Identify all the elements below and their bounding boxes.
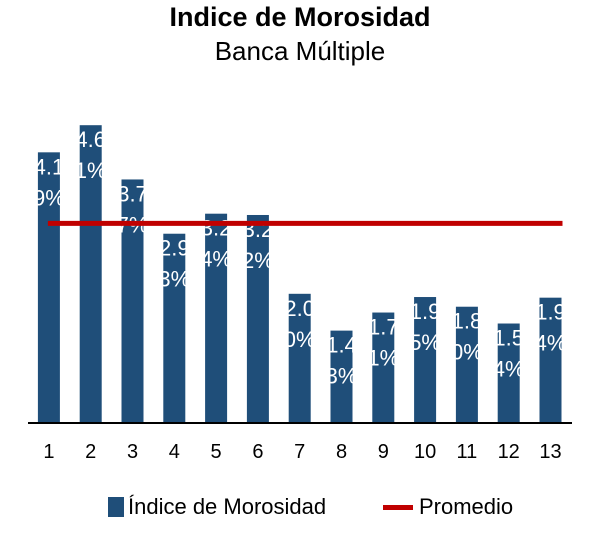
bar (79, 125, 102, 423)
data-label: 4.6 1% (75, 127, 107, 183)
x-tick-label: 1 (43, 441, 54, 463)
bar (372, 312, 395, 423)
x-tick-label: 2 (85, 441, 96, 463)
x-tick-label: 9 (378, 441, 389, 463)
legend-label-line: Promedio (419, 494, 514, 519)
data-label: 2.0 0% (284, 296, 316, 352)
chart-subtitle: Banca Múltiple (214, 36, 386, 66)
legend-item-line: Promedio (383, 492, 513, 522)
data-label: 1.5 4% (493, 326, 525, 382)
x-tick-label: 7 (294, 441, 305, 463)
bar (539, 297, 562, 423)
bar (455, 306, 478, 423)
data-label: 1.9 5% (409, 299, 441, 355)
bar (414, 297, 437, 423)
data-label: 1.7 1% (367, 315, 399, 371)
bar (246, 214, 269, 423)
chart-legend: Índice de Morosidad Promedio (0, 492, 600, 522)
x-tick-label: 12 (498, 441, 520, 463)
x-tick-label: 6 (252, 441, 263, 463)
bar (121, 179, 144, 423)
data-label: 1.8 0% (451, 309, 483, 365)
x-tick-label: 4 (169, 441, 180, 463)
legend-label-bar: Índice de Morosidad (128, 494, 327, 519)
bar (163, 233, 186, 423)
bar (330, 330, 353, 423)
data-label: 3.2 4% (200, 216, 232, 272)
x-tick-label: 10 (414, 441, 436, 463)
bar (288, 293, 311, 423)
bar (37, 152, 60, 424)
x-tick-label: 3 (127, 441, 138, 463)
legend-swatch-line (383, 504, 413, 510)
x-tick-label: 8 (336, 441, 347, 463)
chart-title: Indice de Morosidad (169, 2, 431, 32)
data-label: 1.4 3% (326, 333, 358, 389)
data-label: 2.9 3% (158, 236, 190, 292)
data-label: 1.9 4% (535, 300, 567, 356)
bar (205, 213, 228, 423)
x-tick-label: 5 (211, 441, 222, 463)
legend-swatch-bar (108, 497, 124, 517)
data-label: 4.1 9% (33, 154, 65, 210)
bar (497, 323, 520, 423)
x-tick-label: 13 (539, 441, 561, 463)
x-tick-label: 11 (457, 441, 478, 463)
legend-item-bar: Índice de Morosidad (108, 492, 326, 522)
